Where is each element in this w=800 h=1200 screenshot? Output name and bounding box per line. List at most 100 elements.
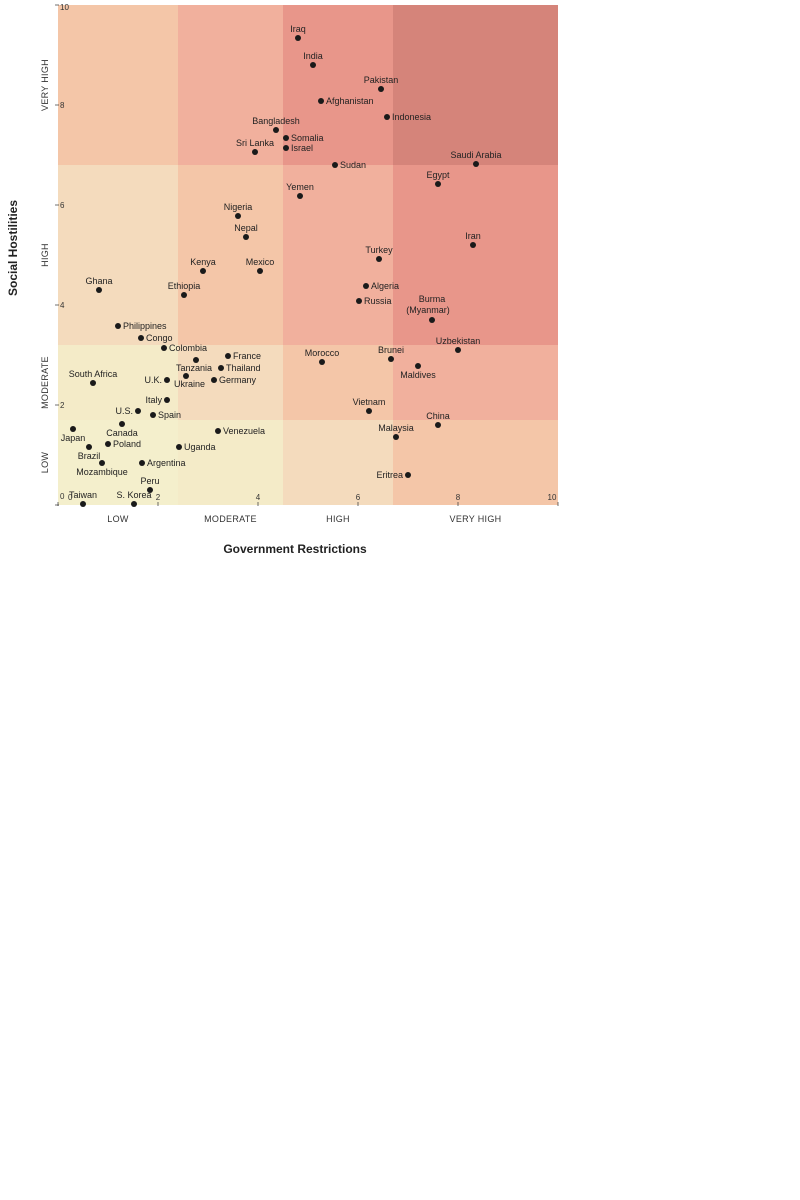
data-point[interactable]: S. Korea — [116, 490, 152, 507]
data-point[interactable]: Pakistan — [364, 75, 399, 92]
point-label: Italy — [145, 395, 162, 405]
data-point[interactable]: Sri Lanka — [236, 138, 274, 155]
data-point[interactable]: Argentina — [139, 458, 186, 468]
data-point[interactable]: Japan — [61, 426, 86, 443]
data-point[interactable]: Spain — [150, 410, 181, 420]
data-point[interactable]: Saudi Arabia — [450, 150, 502, 167]
data-point[interactable]: China — [426, 411, 450, 428]
data-point[interactable]: Mexico — [246, 257, 275, 274]
data-point[interactable]: Germany — [211, 375, 257, 385]
point-marker — [243, 234, 249, 240]
data-point[interactable]: Brazil — [78, 444, 101, 461]
region-cell — [178, 420, 283, 505]
point-marker — [193, 357, 199, 363]
point-label: Saudi Arabia — [450, 150, 501, 160]
data-point[interactable]: Congo — [138, 333, 173, 343]
region-cell — [178, 5, 283, 165]
point-label: Uzbekistan — [436, 336, 481, 346]
point-label: Afghanistan — [326, 96, 374, 106]
point-marker — [164, 397, 170, 403]
data-point[interactable]: Peru — [140, 476, 160, 493]
point-label: Bangladesh — [252, 116, 300, 126]
data-point[interactable]: Brunei — [378, 345, 404, 362]
data-point[interactable]: Vietnam — [353, 397, 386, 414]
data-point[interactable]: Eritrea — [376, 470, 411, 480]
data-point[interactable]: Bangladesh — [252, 116, 300, 133]
data-point[interactable]: Russia — [356, 296, 392, 306]
data-point[interactable]: South Africa — [69, 369, 118, 386]
point-label: Philippines — [123, 321, 167, 331]
data-point[interactable]: Mozambique — [76, 460, 128, 477]
data-point[interactable]: Nigeria — [224, 202, 253, 219]
point-label: Venezuela — [223, 426, 265, 436]
point-label: S. Korea — [116, 490, 151, 500]
data-point[interactable]: Ethiopia — [168, 281, 201, 298]
point-marker — [164, 377, 170, 383]
data-point[interactable]: Uzbekistan — [436, 336, 481, 353]
data-point[interactable]: Yemen — [286, 182, 314, 199]
point-marker — [470, 242, 476, 248]
data-point[interactable]: Philippines — [115, 321, 167, 331]
data-point[interactable]: Algeria — [363, 281, 399, 291]
data-point[interactable]: Egypt — [426, 170, 450, 187]
data-point[interactable]: France — [225, 351, 261, 361]
data-point[interactable]: Maldives — [400, 363, 436, 380]
data-point[interactable]: Sudan — [332, 160, 366, 170]
point-label: China — [426, 411, 450, 421]
point-marker — [225, 353, 231, 359]
point-label: Germany — [219, 375, 257, 385]
data-point[interactable]: Ghana — [85, 276, 113, 293]
data-point[interactable]: Indonesia — [384, 112, 431, 122]
data-point[interactable]: Canada — [106, 421, 138, 438]
y-axis-title: Social Hostilities — [6, 200, 20, 296]
data-point[interactable]: Kenya — [190, 257, 216, 274]
point-marker — [138, 335, 144, 341]
point-marker — [183, 373, 189, 379]
point-marker — [405, 472, 411, 478]
data-point[interactable]: Israel — [283, 143, 313, 153]
data-point[interactable]: Morocco — [305, 348, 340, 365]
point-label: Iraq — [290, 24, 306, 34]
point-label: (Myanmar) — [406, 305, 450, 315]
data-point[interactable]: Nepal — [234, 223, 258, 240]
data-point[interactable]: Italy — [145, 395, 170, 405]
data-point[interactable]: Tanzania — [176, 357, 212, 373]
data-point[interactable]: Colombia — [161, 343, 207, 353]
data-point[interactable]: Venezuela — [215, 426, 265, 436]
data-point[interactable]: Somalia — [283, 133, 324, 143]
point-marker — [310, 62, 316, 68]
point-marker — [96, 287, 102, 293]
data-point[interactable]: U.S. — [115, 406, 141, 416]
data-point[interactable]: Burma(Myanmar) — [406, 294, 450, 323]
data-point[interactable]: Iran — [465, 231, 481, 248]
point-marker — [119, 421, 125, 427]
data-point[interactable]: Thailand — [218, 363, 261, 373]
data-point[interactable]: Afghanistan — [318, 96, 374, 106]
point-marker — [218, 365, 224, 371]
point-marker — [455, 347, 461, 353]
point-label: Colombia — [169, 343, 207, 353]
point-marker — [393, 434, 399, 440]
point-marker — [200, 268, 206, 274]
point-label: Congo — [146, 333, 173, 343]
point-marker — [211, 377, 217, 383]
point-marker — [415, 363, 421, 369]
point-marker — [318, 98, 324, 104]
data-point[interactable]: Uganda — [176, 442, 216, 452]
region-cell — [58, 5, 178, 165]
y-tick-label: 10 — [60, 3, 69, 12]
point-marker — [105, 441, 111, 447]
data-point[interactable]: Taiwan — [69, 490, 97, 507]
point-marker — [435, 181, 441, 187]
data-point[interactable]: Turkey — [365, 245, 393, 262]
point-marker — [283, 145, 289, 151]
data-point[interactable]: U.K. — [144, 375, 170, 385]
data-point[interactable]: Iraq — [290, 24, 306, 41]
data-point[interactable]: Poland — [105, 439, 141, 449]
data-point[interactable]: India — [303, 51, 323, 68]
region-cell — [393, 165, 558, 345]
data-point[interactable]: Ukraine — [174, 373, 205, 389]
region-cell — [393, 345, 558, 420]
data-point[interactable]: Malaysia — [378, 423, 414, 440]
point-label: Nigeria — [224, 202, 253, 212]
